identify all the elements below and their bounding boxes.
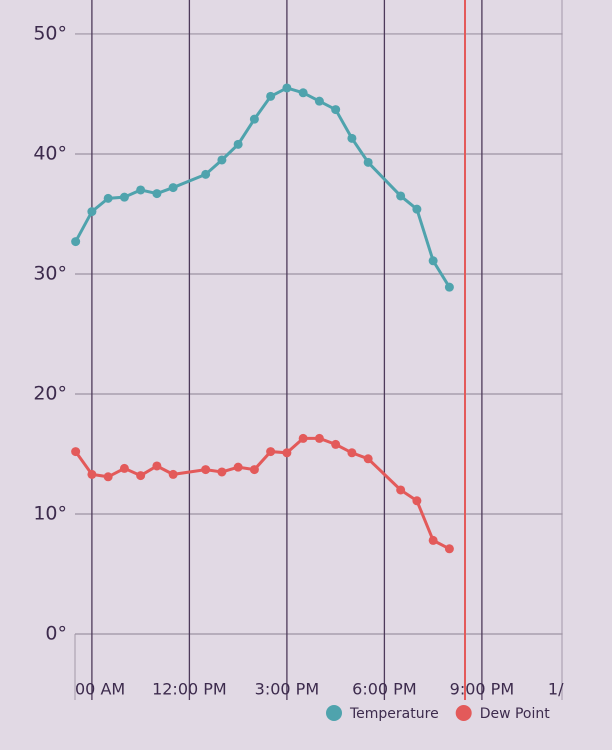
data-point — [412, 204, 422, 214]
data-point — [412, 496, 422, 506]
data-point — [266, 91, 276, 101]
data-point — [136, 185, 146, 195]
data-point — [233, 139, 243, 149]
data-point — [168, 183, 178, 193]
data-point — [347, 448, 357, 458]
legend-swatch — [455, 705, 472, 721]
data-point — [314, 96, 324, 106]
data-point — [217, 467, 227, 477]
data-point — [444, 544, 454, 554]
data-point — [428, 256, 438, 266]
x-tick-label: 9:00 PM — [450, 680, 514, 699]
legend-label: Dew Point — [480, 706, 551, 722]
marks — [71, 83, 454, 554]
data-point — [136, 471, 146, 481]
data-point — [152, 189, 162, 199]
y-tick-label: 40° — [33, 142, 67, 164]
data-point — [249, 465, 259, 475]
series-line — [74, 86, 451, 288]
x-tick-label: 12:00 PM — [152, 680, 227, 699]
data-point — [168, 469, 178, 479]
data-point — [282, 448, 292, 458]
data-point — [444, 282, 454, 292]
x-axis-labels: 00 AM 12:00 PM 3:00 PM 6:00 PM 9:00 PM 1/ — [75, 680, 564, 699]
data-point — [87, 469, 97, 479]
data-point — [87, 207, 97, 217]
series-line — [74, 436, 451, 551]
x-tick-label: 1/ — [548, 680, 564, 699]
data-point — [119, 463, 129, 473]
data-point — [233, 462, 243, 472]
data-point — [331, 105, 341, 115]
data-point — [71, 237, 81, 247]
x-tick-label: 3:00 PM — [255, 680, 319, 699]
data-point — [266, 447, 276, 457]
data-point — [119, 192, 129, 202]
legend: Temperature Dew Point — [326, 705, 550, 722]
y-tick-label: 0° — [45, 622, 67, 644]
legend-swatch — [326, 705, 342, 721]
data-point — [347, 133, 357, 143]
data-point — [71, 447, 81, 457]
data-point — [103, 472, 113, 482]
data-point — [363, 157, 373, 167]
data-point — [331, 439, 341, 449]
data-point — [249, 114, 259, 124]
x-tick-label: 6:00 PM — [352, 680, 416, 699]
data-point — [298, 88, 308, 98]
data-point — [396, 191, 406, 201]
grid — [75, 0, 563, 700]
data-point — [201, 465, 211, 475]
y-tick-label: 50° — [33, 22, 67, 44]
data-point — [396, 485, 406, 495]
data-point — [428, 535, 438, 545]
data-point — [152, 461, 162, 471]
y-tick-label: 30° — [33, 262, 67, 284]
data-point — [217, 155, 227, 165]
data-point — [103, 193, 113, 203]
y-tick-label: 10° — [33, 502, 67, 524]
y-tick-label: 20° — [33, 382, 67, 404]
legend-label: Temperature — [349, 706, 439, 722]
data-point — [363, 454, 373, 464]
data-point — [298, 433, 308, 443]
data-point — [314, 433, 324, 443]
data-point — [282, 83, 292, 93]
x-tick-label: 00 AM — [75, 680, 125, 699]
data-point — [201, 169, 211, 179]
